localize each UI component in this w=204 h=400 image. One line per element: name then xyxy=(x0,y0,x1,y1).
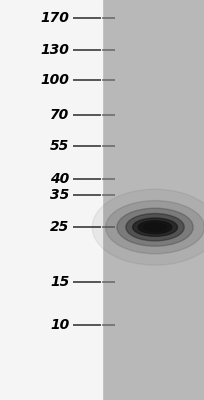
Ellipse shape xyxy=(138,221,172,234)
Text: 15: 15 xyxy=(50,275,69,289)
Text: 25: 25 xyxy=(50,220,69,234)
Text: 40: 40 xyxy=(50,172,69,186)
Text: 100: 100 xyxy=(40,73,69,87)
Text: 55: 55 xyxy=(50,139,69,153)
Ellipse shape xyxy=(126,214,184,241)
Ellipse shape xyxy=(148,225,162,230)
Ellipse shape xyxy=(133,218,177,236)
Ellipse shape xyxy=(143,223,167,231)
Ellipse shape xyxy=(92,189,204,265)
Text: 10: 10 xyxy=(50,318,69,332)
Ellipse shape xyxy=(117,208,193,246)
Text: 170: 170 xyxy=(40,11,69,25)
Text: 70: 70 xyxy=(50,108,69,122)
Ellipse shape xyxy=(106,201,204,254)
Bar xyxy=(0,0,102,400)
Text: 35: 35 xyxy=(50,188,69,202)
Text: 130: 130 xyxy=(40,43,69,57)
